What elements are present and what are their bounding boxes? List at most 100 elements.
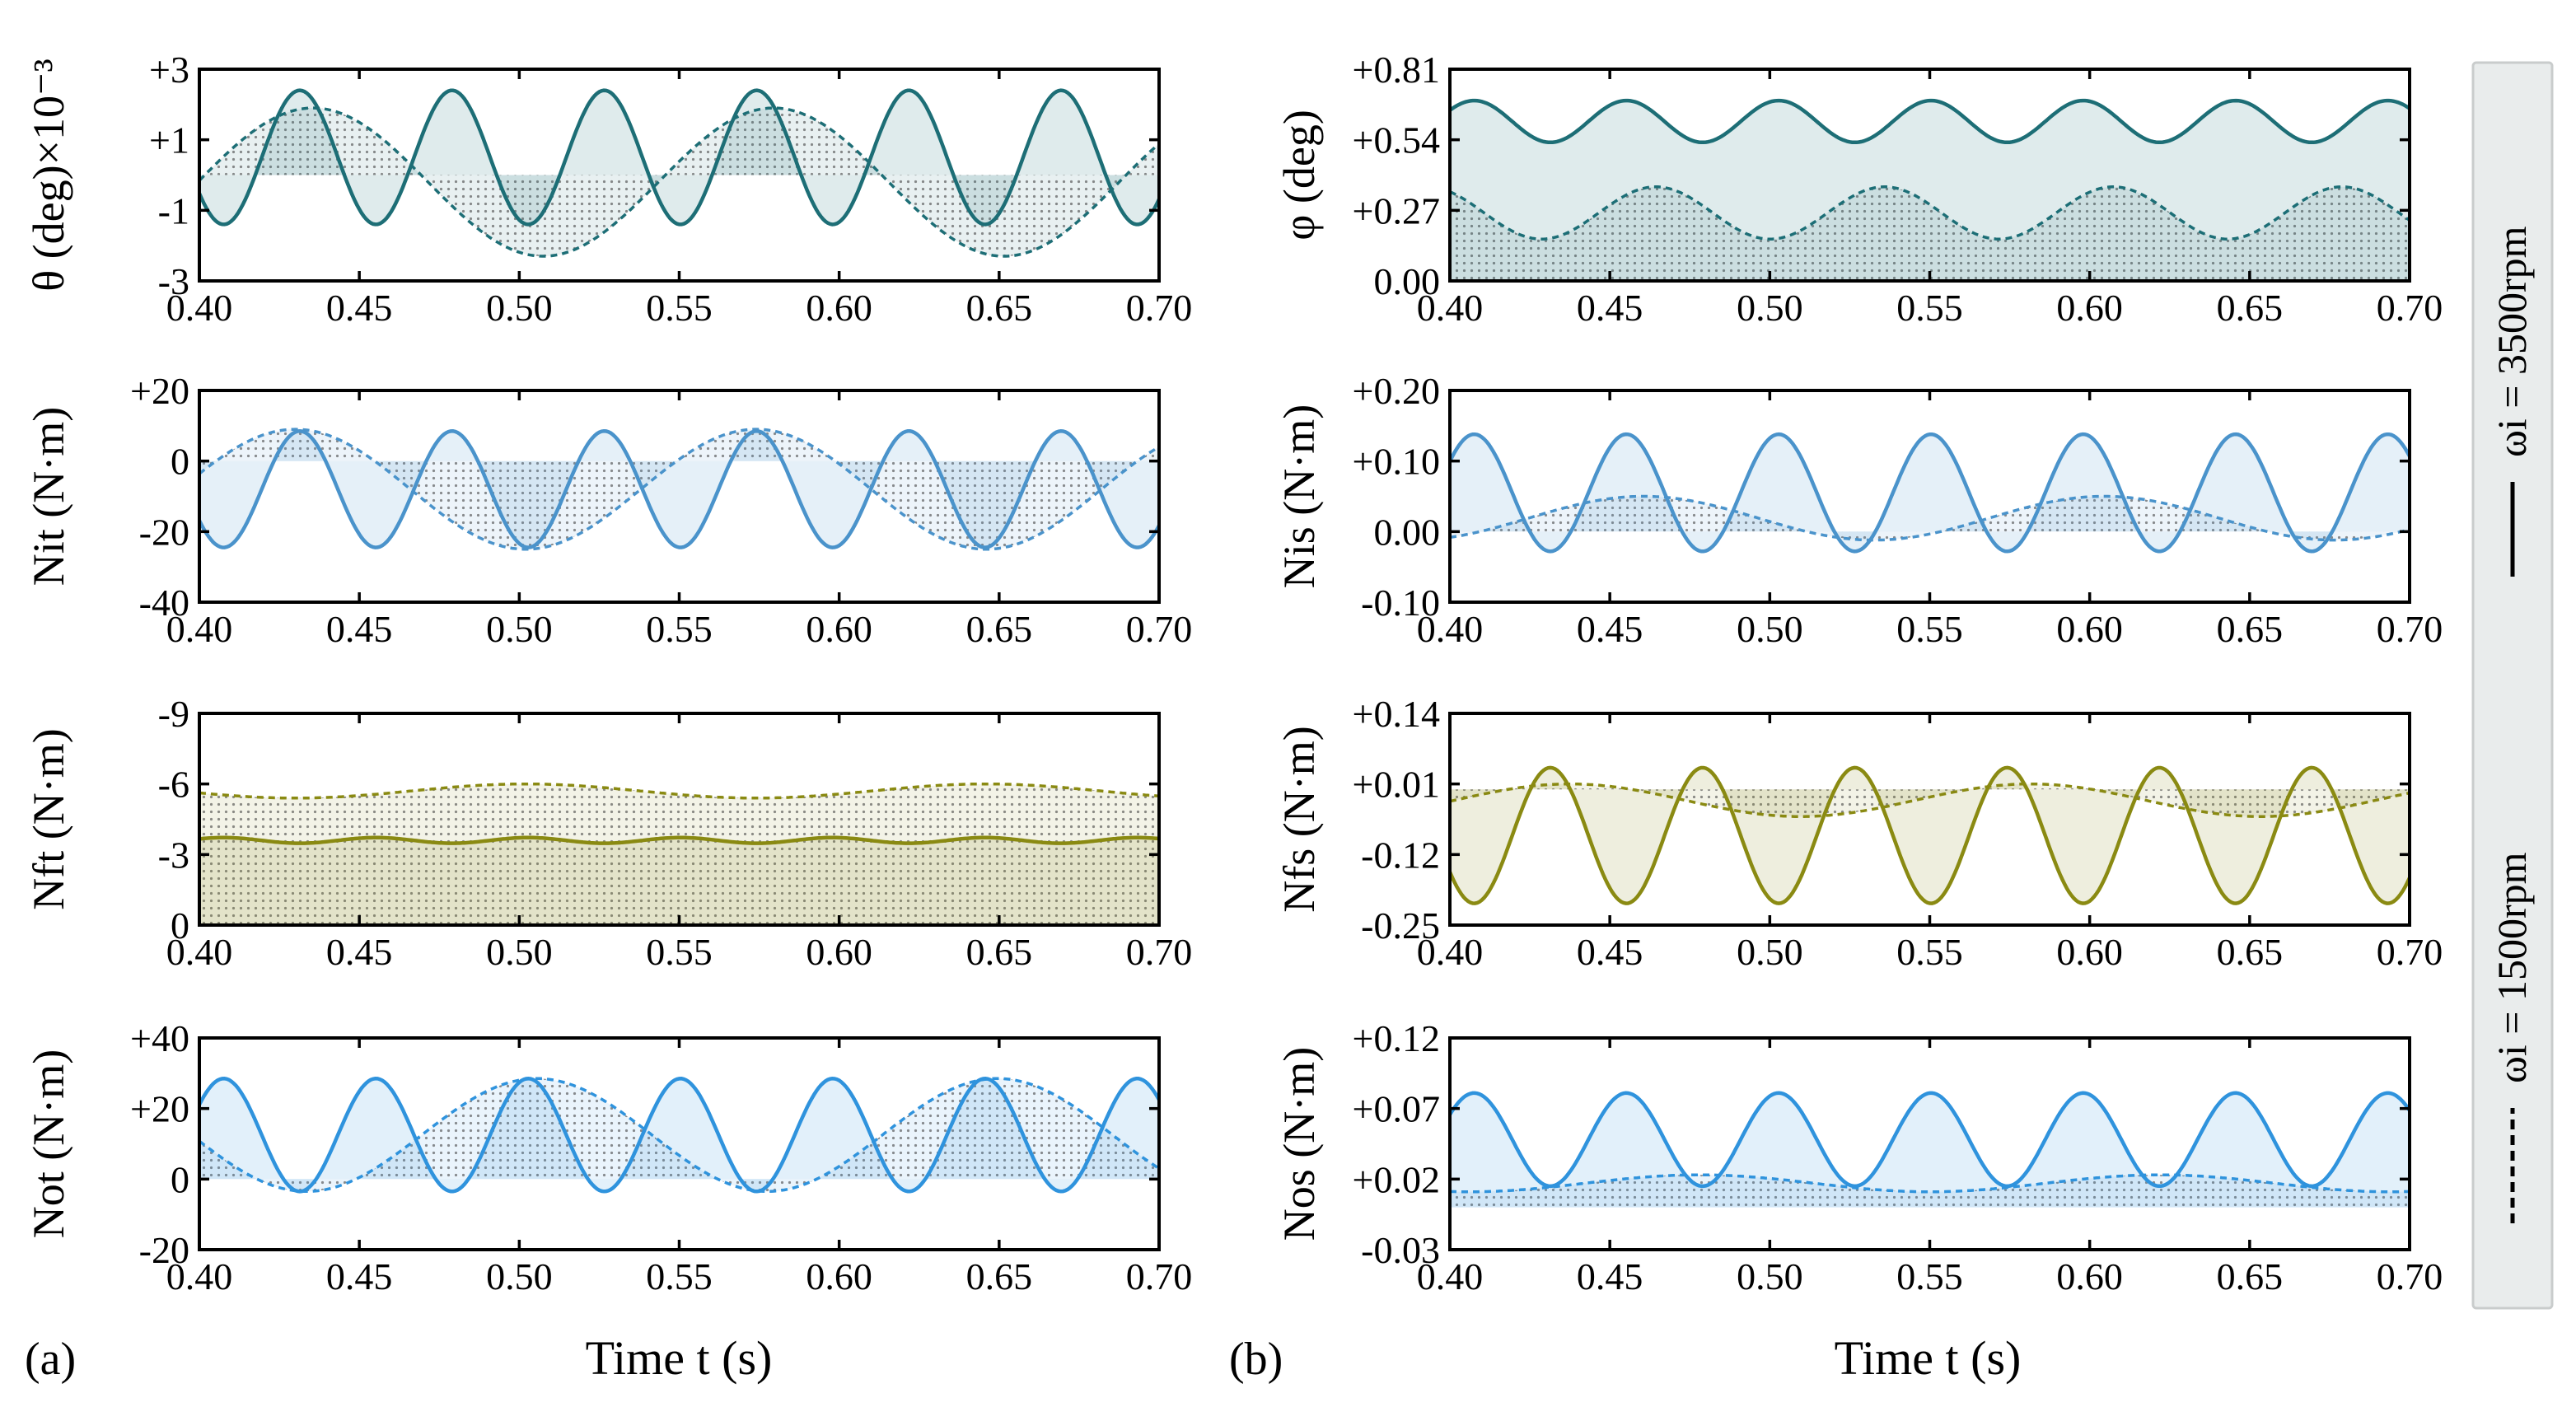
chart-a2: 0.40 0.45 0.50 0.55 0.60 0.65 0.70 +20 0 -20 -40 Ni… bbox=[24, 370, 1192, 650]
y-tick-label-a4-1: +20 bbox=[130, 1088, 189, 1130]
x-tick-label-b4-5: 0.65 bbox=[2217, 1255, 2284, 1297]
x-tick-label-a2-1: 0.45 bbox=[326, 608, 393, 650]
series-line-b1-1500rpm bbox=[1450, 185, 2410, 241]
panel-letter-b: (b) bbox=[1229, 1334, 1283, 1385]
y-axis-label-b1: φ (deg) bbox=[1274, 110, 1324, 241]
x-tick-label-b2-1: 0.45 bbox=[1577, 608, 1643, 650]
y-tick-label-b4-1: +0.07 bbox=[1353, 1088, 1440, 1130]
x-tick-label-b3-1: 0.45 bbox=[1577, 931, 1643, 973]
fill-a2-3500rpm bbox=[199, 431, 1159, 548]
series-line-a4-3500rpm bbox=[199, 1077, 1159, 1194]
x-tick-label-a1-5: 0.65 bbox=[966, 287, 1033, 329]
y-tick-label-b1-1: +0.54 bbox=[1353, 119, 1440, 161]
chart-b3: 0.40 0.45 0.50 0.55 0.60 0.65 0.70 +0.14 +0.01 -0… bbox=[1274, 693, 2443, 973]
x-tick-label-a3-3: 0.55 bbox=[646, 931, 713, 973]
legend-solid-label: ωi = 3500rpm bbox=[2489, 226, 2535, 457]
fill-dots-b1-1500rpm bbox=[1450, 186, 2410, 281]
x-tick-label-b3-3: 0.55 bbox=[1896, 931, 1963, 973]
y-tick-label-b4-0: +0.12 bbox=[1353, 1017, 1440, 1059]
x-tick-label-b4-3: 0.55 bbox=[1896, 1255, 1963, 1297]
x-tick-label-a4-5: 0.65 bbox=[966, 1255, 1033, 1297]
y-tick-label-b2-3: -0.10 bbox=[1361, 582, 1440, 624]
y-tick-label-b2-1: +0.10 bbox=[1353, 441, 1440, 483]
legend-box bbox=[2471, 61, 2554, 1310]
y-tick-label-a4-3: -20 bbox=[139, 1229, 189, 1271]
series-line-b4-1500rpm bbox=[1450, 1173, 2410, 1194]
x-tick-label-b4-4: 0.60 bbox=[2056, 1255, 2123, 1297]
fill-dots-b2-1500rpm bbox=[1450, 496, 2410, 540]
fill-dots-b3-1500rpm bbox=[1450, 783, 2410, 817]
x-tick-label-a3-1: 0.45 bbox=[326, 931, 393, 973]
series-line-a3-1500rpm bbox=[199, 782, 1159, 800]
y-tick-label-b1-0: +0.81 bbox=[1353, 49, 1440, 91]
y-tick-label-a3-3: 0 bbox=[171, 904, 189, 947]
series-line-a3-3500rpm bbox=[199, 835, 1159, 845]
x-tick-label-b2-6: 0.70 bbox=[2377, 608, 2443, 650]
y-tick-label-b3-3: -0.25 bbox=[1361, 904, 1440, 947]
y-tick-label-a2-3: -40 bbox=[139, 582, 189, 624]
y-tick-label-b4-3: -0.03 bbox=[1361, 1229, 1440, 1271]
y-tick-label-a1-3: -3 bbox=[158, 260, 189, 302]
chart-b4: 0.40 0.45 0.50 0.55 0.60 0.65 0.70 +0.12 +0.07 +0… bbox=[1274, 1017, 2443, 1297]
x-tick-label-a1-1: 0.45 bbox=[326, 287, 393, 329]
x-tick-label-a3-5: 0.65 bbox=[966, 931, 1033, 973]
y-axis-label-a1: θ (deg)×10⁻³ bbox=[24, 58, 73, 291]
plots: 0.40 0.45 0.50 0.55 0.60 0.65 0.70 +3 +1 -1 -3 θ (d… bbox=[24, 49, 2443, 1297]
x-tick-label-a1-3: 0.55 bbox=[646, 287, 713, 329]
y-axis-label-a4: Not (N·m) bbox=[24, 1049, 73, 1238]
x-tick-label-b4-1: 0.45 bbox=[1577, 1255, 1643, 1297]
series-line-a2-3500rpm bbox=[199, 429, 1159, 549]
y-tick-label-b3-1: +0.01 bbox=[1353, 764, 1440, 806]
x-tick-label-b3-2: 0.50 bbox=[1737, 931, 1803, 973]
chart-b1: 0.40 0.45 0.50 0.55 0.60 0.65 0.70 +0.81 +0.54 +0… bbox=[1274, 49, 2443, 329]
series-line-b2-1500rpm bbox=[1450, 494, 2410, 542]
x-tick-label-a2-3: 0.55 bbox=[646, 608, 713, 650]
x-tick-label-b2-0: 0.40 bbox=[1417, 608, 1484, 650]
x-tick-label-a2-5: 0.65 bbox=[966, 608, 1033, 650]
x-tick-label-b4-6: 0.70 bbox=[2377, 1255, 2443, 1297]
y-axis-label-b3: Nfs (N·m) bbox=[1274, 726, 1324, 912]
y-axis-label-b2: Nis (N·m) bbox=[1274, 404, 1324, 588]
y-axis-label-b4: Nos (N·m) bbox=[1274, 1047, 1324, 1241]
x-tick-label-a4-6: 0.70 bbox=[1126, 1255, 1193, 1297]
x-tick-label-a1-2: 0.50 bbox=[486, 287, 553, 329]
x-axis-label-a: Time t (s) bbox=[586, 1331, 773, 1385]
x-tick-label-b4-2: 0.50 bbox=[1737, 1255, 1803, 1297]
y-tick-label-a3-0: -9 bbox=[158, 693, 189, 735]
fill-a3-3500rpm bbox=[199, 837, 1159, 925]
x-tick-label-a3-0: 0.40 bbox=[166, 931, 233, 973]
y-tick-label-a2-1: 0 bbox=[171, 441, 189, 483]
panel-letter-a: (a) bbox=[25, 1334, 76, 1385]
x-tick-label-a3-2: 0.50 bbox=[486, 931, 553, 973]
series-line-a1-1500rpm bbox=[199, 106, 1159, 258]
y-axis-label-a2: Nit (N·m) bbox=[24, 407, 73, 586]
series-line-a4-1500rpm bbox=[199, 1077, 1159, 1194]
x-tick-label-a3-6: 0.70 bbox=[1126, 931, 1193, 973]
y-tick-label-a2-2: -20 bbox=[139, 511, 189, 553]
y-tick-label-a3-1: -6 bbox=[158, 764, 189, 806]
x-tick-label-a4-4: 0.60 bbox=[806, 1255, 872, 1297]
chart-a3: 0.40 0.45 0.50 0.55 0.60 0.65 0.70 -9 -6 -3 0 Nft (… bbox=[24, 693, 1192, 973]
x-tick-label-b2-3: 0.55 bbox=[1896, 608, 1963, 650]
x-tick-label-a2-4: 0.60 bbox=[806, 608, 872, 650]
y-tick-label-a3-2: -3 bbox=[158, 834, 189, 876]
legend-dashed-label: ωi = 1500rpm bbox=[2489, 852, 2535, 1083]
series-line-b4-3500rpm bbox=[1450, 1091, 2410, 1189]
series-line-b3-3500rpm bbox=[1450, 765, 2410, 905]
x-tick-label-b1-3: 0.55 bbox=[1896, 287, 1963, 329]
x-tick-label-a1-0: 0.40 bbox=[166, 287, 233, 329]
x-tick-label-a2-0: 0.40 bbox=[166, 608, 233, 650]
x-tick-label-b3-5: 0.65 bbox=[2217, 931, 2284, 973]
x-tick-label-b2-5: 0.65 bbox=[2217, 608, 2284, 650]
series-line-b2-3500rpm bbox=[1450, 432, 2410, 554]
y-tick-label-a1-0: +3 bbox=[149, 49, 189, 91]
x-tick-label-a4-1: 0.45 bbox=[326, 1255, 393, 1297]
chart-b2: 0.40 0.45 0.50 0.55 0.60 0.65 0.70 +0.20 +0.10 0.… bbox=[1274, 370, 2443, 650]
y-tick-label-a2-0: +20 bbox=[130, 370, 189, 412]
x-tick-label-a2-2: 0.50 bbox=[486, 608, 553, 650]
y-tick-label-a1-2: -1 bbox=[158, 189, 189, 231]
x-tick-label-b4-0: 0.40 bbox=[1417, 1255, 1484, 1297]
y-tick-label-a1-1: +1 bbox=[149, 119, 189, 161]
x-tick-label-a2-6: 0.70 bbox=[1126, 608, 1193, 650]
legend: ωi = 3500rpm ωi = 1500rpm bbox=[2471, 61, 2554, 1310]
